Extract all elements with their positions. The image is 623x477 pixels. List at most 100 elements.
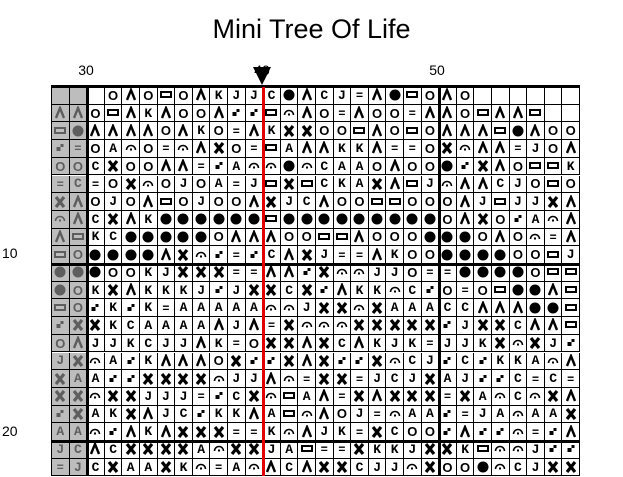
stitched-cell[interactable]: A [69,423,88,441]
pattern-cell[interactable]: J [228,87,246,105]
pattern-cell[interactable] [492,317,510,335]
pattern-cell[interactable]: K [333,140,352,158]
pattern-cell[interactable] [122,246,140,264]
pattern-cell[interactable] [157,370,176,388]
pattern-cell[interactable]: J [175,175,193,194]
pattern-cell[interactable] [192,458,211,477]
pattern-cell[interactable] [280,352,299,371]
pattern-cell[interactable] [509,441,528,459]
pattern-cell[interactable]: O [368,228,387,247]
pattern-cell[interactable] [351,299,369,318]
pattern-cell[interactable]: A [474,387,492,406]
pattern-cell[interactable]: A [351,175,369,194]
pattern-cell[interactable] [122,299,140,318]
pattern-cell[interactable]: A [192,441,211,459]
pattern-cell[interactable] [404,387,422,406]
pattern-cell[interactable] [298,246,316,264]
pattern-cell[interactable]: C [87,458,105,477]
pattern-cell[interactable]: C [280,281,299,300]
pattern-cell[interactable] [386,281,404,300]
stitched-cell[interactable] [52,228,70,247]
pattern-cell[interactable]: J [474,405,492,424]
pattern-cell[interactable] [122,281,140,300]
stitched-cell[interactable] [52,193,70,211]
pattern-cell[interactable] [527,387,545,406]
pattern-cell[interactable]: A [122,458,140,477]
pattern-cell[interactable] [122,370,140,388]
pattern-cell[interactable]: J [527,193,545,211]
pattern-cell[interactable]: A [298,387,316,406]
pattern-cell[interactable]: A [280,140,299,158]
pattern-cell[interactable]: A [228,299,246,318]
pattern-cell[interactable]: J [562,246,580,264]
pattern-cell[interactable] [492,299,510,318]
pattern-cell[interactable] [316,317,334,335]
pattern-cell[interactable] [544,87,563,105]
pattern-cell[interactable]: O [439,210,457,229]
pattern-cell[interactable] [210,387,228,406]
stitched-cell[interactable] [69,122,88,141]
pattern-cell[interactable]: A [104,352,123,371]
stitched-cell[interactable] [69,210,88,229]
pattern-cell[interactable]: = [316,441,334,459]
pattern-cell[interactable]: K [351,140,369,158]
pattern-cell[interactable]: O [404,423,422,441]
pattern-cell[interactable]: = [228,175,246,194]
pattern-cell[interactable] [492,281,510,300]
pattern-cell[interactable]: = [245,140,264,158]
stitched-cell[interactable]: = [52,458,70,477]
pattern-cell[interactable] [263,264,281,282]
pattern-cell[interactable] [192,140,211,158]
pattern-cell[interactable]: A [104,140,123,158]
stitched-cell[interactable] [69,352,88,371]
pattern-cell[interactable] [122,122,140,141]
pattern-cell[interactable] [544,246,563,264]
pattern-cell[interactable]: J [263,441,281,459]
pattern-cell[interactable]: O [333,405,352,424]
pattern-cell[interactable]: = [351,87,369,105]
pattern-cell[interactable]: O [368,157,387,176]
stitched-cell[interactable] [52,87,70,105]
pattern-cell[interactable]: O [421,87,440,105]
pattern-cell[interactable] [562,423,580,441]
pattern-cell[interactable] [562,387,580,406]
pattern-cell[interactable]: J [527,441,545,459]
pattern-cell[interactable]: J [228,370,246,388]
pattern-cell[interactable]: A [175,299,193,318]
pattern-cell[interactable]: K [140,104,158,123]
pattern-cell[interactable]: K [386,441,404,459]
stitched-cell[interactable]: = [52,175,70,194]
pattern-cell[interactable]: = [157,140,176,158]
pattern-cell[interactable]: A [527,210,545,229]
pattern-cell[interactable]: O [157,175,176,194]
pattern-cell[interactable]: K [263,423,281,441]
pattern-cell[interactable] [333,317,352,335]
stitched-cell[interactable] [52,387,70,406]
pattern-cell[interactable]: A [386,299,404,318]
pattern-cell[interactable]: K [351,281,369,300]
pattern-cell[interactable] [263,228,281,247]
pattern-cell[interactable] [333,370,352,388]
pattern-cell[interactable] [140,405,158,424]
pattern-cell[interactable] [509,423,528,441]
pattern-cell[interactable]: A [228,157,246,176]
pattern-cell[interactable]: J [368,370,387,388]
pattern-cell[interactable] [280,175,299,194]
pattern-cell[interactable] [474,317,492,335]
pattern-cell[interactable] [245,210,264,229]
pattern-cell[interactable] [263,104,281,123]
pattern-cell[interactable]: = [333,387,352,406]
pattern-cell[interactable] [351,387,369,406]
pattern-cell[interactable] [527,334,545,353]
pattern-cell[interactable]: O [140,87,158,105]
pattern-cell[interactable] [210,281,228,300]
pattern-cell[interactable] [298,87,316,105]
pattern-cell[interactable]: O [492,210,510,229]
pattern-cell[interactable] [368,299,387,318]
pattern-cell[interactable]: = [421,264,440,282]
pattern-cell[interactable] [157,246,176,264]
pattern-cell[interactable]: K [104,299,123,318]
pattern-cell[interactable]: O [245,334,264,353]
pattern-cell[interactable] [175,122,193,141]
pattern-cell[interactable]: A [280,441,299,459]
